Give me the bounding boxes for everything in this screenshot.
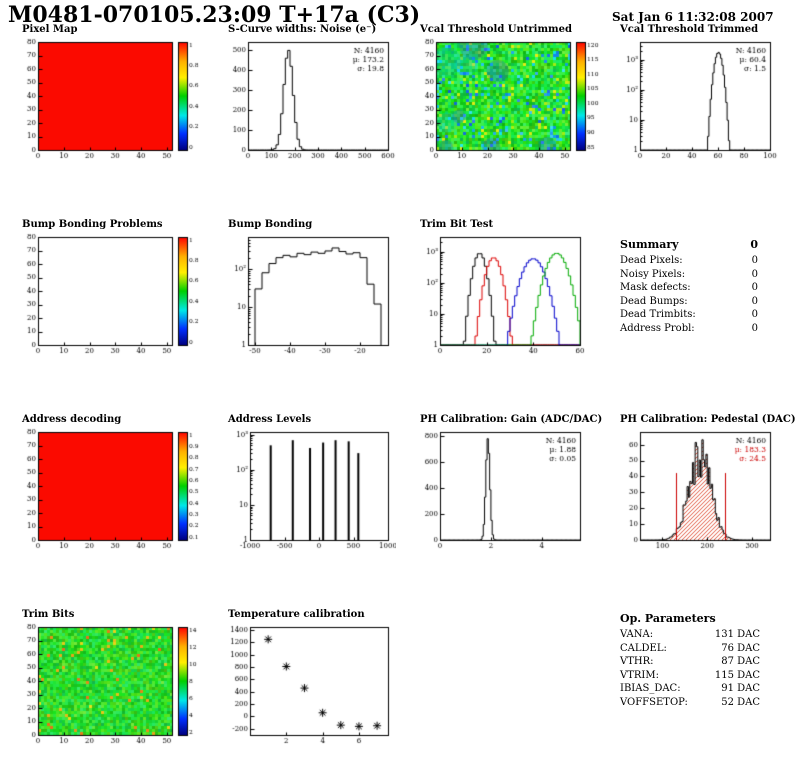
summary-panel: Summary 0 Dead Pixels: 0 Noisy Pixels: 0… bbox=[620, 238, 758, 335]
summary-label: Dead Trimbits: bbox=[620, 309, 696, 320]
bump-bonding-problems-plot: Bump Bonding Problems bbox=[18, 219, 206, 359]
address-levels-plot: Address Levels bbox=[224, 414, 396, 554]
op-param-value: 115 DAC bbox=[714, 669, 760, 681]
op-param-ibias-dac: IBIAS_DAC: 91 DAC bbox=[620, 682, 760, 696]
summary-row-dead-pixels: Dead Pixels: 0 bbox=[620, 254, 758, 268]
ph-calibration-gain-canvas bbox=[416, 426, 588, 554]
ph-calibration-pedestal-canvas bbox=[616, 426, 778, 554]
summary-total: 0 bbox=[750, 238, 758, 251]
op-param-value: 91 DAC bbox=[721, 683, 760, 694]
summary-row-mask-defects: Mask defects: 0 bbox=[620, 281, 758, 295]
op-param-value: 87 DAC bbox=[721, 656, 760, 667]
scurve-noise-canvas bbox=[224, 36, 396, 164]
pixel-map-plot: Pixel Map bbox=[18, 24, 206, 164]
plot-title: Vcal Threshold Untrimmed bbox=[420, 24, 572, 35]
vcal-threshold-untrimmed-canvas bbox=[416, 36, 604, 164]
plot-title: Trim Bits bbox=[22, 609, 75, 620]
trim-bit-test-plot: Trim Bit Test bbox=[416, 219, 588, 359]
op-param-label: VOFFSETOP: bbox=[620, 696, 688, 708]
ph-calibration-gain-plot: PH Calibration: Gain (ADC/DAC) bbox=[416, 414, 602, 554]
summary-row-noisy-pixels: Noisy Pixels: 0 bbox=[620, 268, 758, 282]
temperature-calibration-plot: Temperature calibration bbox=[224, 609, 396, 749]
op-param-value: 131 DAC bbox=[714, 629, 760, 640]
address-levels-canvas bbox=[224, 426, 396, 554]
summary-title: Summary bbox=[620, 238, 679, 251]
pixel-map-canvas bbox=[18, 36, 206, 164]
summary-value: 0 bbox=[751, 295, 758, 307]
page-title: M0481-070105.23:09 T+17a (C3) bbox=[8, 2, 421, 28]
op-param-label: VTRIM: bbox=[620, 669, 659, 681]
vcal-threshold-trimmed-plot: Vcal Threshold Trimmed bbox=[616, 24, 778, 164]
summary-row-dead-trimbits: Dead Trimbits: 0 bbox=[620, 308, 758, 322]
op-parameters-panel: Op. Parameters VANA: 131 DAC CALDEL: 76 … bbox=[620, 612, 760, 709]
summary-row-address-probl: Address Probl: 0 bbox=[620, 322, 758, 336]
summary-value: 0 bbox=[751, 309, 758, 320]
op-param-value: 52 DAC bbox=[721, 696, 760, 708]
bump-bonding-canvas bbox=[224, 231, 396, 359]
plot-title: Address Levels bbox=[228, 414, 312, 425]
plot-title: S-Curve widths: Noise (e⁻) bbox=[228, 24, 377, 35]
plot-title: Temperature calibration bbox=[228, 609, 365, 620]
op-param-label: VANA: bbox=[620, 629, 654, 640]
summary-label: Noisy Pixels: bbox=[620, 268, 686, 280]
plot-title: PH Calibration: Gain (ADC/DAC) bbox=[420, 414, 603, 425]
op-param-vana: VANA: 131 DAC bbox=[620, 628, 760, 642]
summary-row-dead-bumps: Dead Bumps: 0 bbox=[620, 295, 758, 309]
trim-bits-canvas bbox=[18, 621, 206, 749]
op-param-vthr: VTHR: 87 DAC bbox=[620, 655, 760, 669]
trim-bit-test-canvas bbox=[416, 231, 588, 359]
op-param-value: 76 DAC bbox=[721, 642, 760, 654]
summary-label: Dead Pixels: bbox=[620, 255, 683, 266]
run-date: Sat Jan 6 11:32:08 2007 bbox=[612, 10, 774, 24]
plot-title: PH Calibration: Pedestal (DAC) bbox=[620, 414, 796, 425]
vcal-threshold-untrimmed-plot: Vcal Threshold Untrimmed bbox=[416, 24, 604, 164]
summary-value: 0 bbox=[751, 282, 758, 293]
scurve-noise-plot: S-Curve widths: Noise (e⁻) bbox=[224, 24, 396, 164]
ph-calibration-pedestal-plot: PH Calibration: Pedestal (DAC) bbox=[616, 414, 796, 554]
bump-bonding-plot: Bump Bonding bbox=[224, 219, 396, 359]
plot-title: Bump Bonding bbox=[228, 219, 313, 230]
plot-title: Vcal Threshold Trimmed bbox=[620, 24, 759, 35]
address-decoding-canvas bbox=[18, 426, 206, 554]
op-parameters-title: Op. Parameters bbox=[620, 612, 716, 625]
address-decoding-plot: Address decoding bbox=[18, 414, 206, 554]
summary-label: Dead Bumps: bbox=[620, 295, 688, 307]
plot-title: Bump Bonding Problems bbox=[22, 219, 163, 230]
op-param-caldel: CALDEL: 76 DAC bbox=[620, 642, 760, 656]
summary-label: Mask defects: bbox=[620, 282, 691, 293]
summary-value: 0 bbox=[751, 322, 758, 334]
temperature-calibration-canvas bbox=[224, 621, 396, 749]
op-param-voffsetop: VOFFSETOP: 52 DAC bbox=[620, 696, 760, 710]
trim-bits-plot: Trim Bits bbox=[18, 609, 206, 749]
summary-label: Address Probl: bbox=[620, 322, 695, 334]
plot-title: Pixel Map bbox=[22, 24, 78, 35]
op-param-vtrim: VTRIM: 115 DAC bbox=[620, 669, 760, 683]
op-param-label: IBIAS_DAC: bbox=[620, 683, 681, 694]
op-param-label: CALDEL: bbox=[620, 642, 667, 654]
summary-value: 0 bbox=[751, 255, 758, 266]
vcal-threshold-trimmed-canvas bbox=[616, 36, 778, 164]
bump-bonding-problems-canvas bbox=[18, 231, 206, 359]
summary-value: 0 bbox=[751, 268, 758, 280]
plot-title: Address decoding bbox=[22, 414, 122, 425]
op-param-label: VTHR: bbox=[620, 656, 654, 667]
plot-title: Trim Bit Test bbox=[420, 219, 494, 230]
